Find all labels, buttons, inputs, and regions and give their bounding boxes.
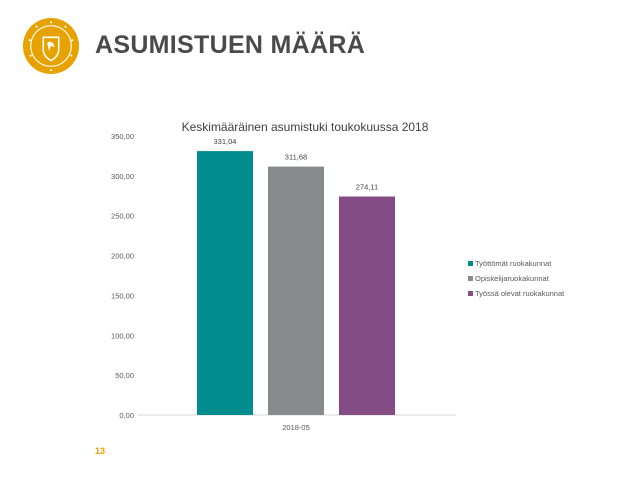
bar	[197, 151, 253, 415]
x-tick-label: 2018-05	[282, 423, 310, 432]
slide-title: ASUMISTUEN MÄÄRÄ	[95, 31, 366, 59]
bar	[339, 196, 395, 415]
coat-of-arms-logo-icon	[22, 17, 80, 75]
bar	[268, 166, 324, 415]
data-label: 311,68	[285, 153, 307, 162]
legend-swatch	[468, 291, 473, 296]
legend-label: Työttömät ruokakunnat	[475, 259, 552, 268]
data-label: 331,04	[214, 137, 237, 146]
y-tick-label: 0,00	[119, 411, 134, 420]
y-tick-label: 50,00	[115, 371, 134, 380]
y-tick-label: 350,00	[111, 132, 134, 141]
y-tick-label: 150,00	[111, 291, 134, 300]
y-tick-label: 200,00	[111, 252, 134, 261]
legend-swatch	[468, 261, 473, 266]
data-label: 274,11	[356, 182, 378, 191]
y-tick-label: 300,00	[111, 172, 134, 181]
y-tick-label: 100,00	[111, 331, 134, 340]
legend-label: Opiskelijaruokakunnat	[475, 274, 550, 283]
chart-title: Keskimääräinen asumistuki toukokuussa 20…	[182, 120, 429, 134]
y-tick-label: 250,00	[111, 212, 134, 221]
page-number: 13	[95, 446, 106, 456]
legend-label: Työssä olevat ruokakunnat	[475, 289, 565, 298]
legend-swatch	[468, 276, 473, 281]
